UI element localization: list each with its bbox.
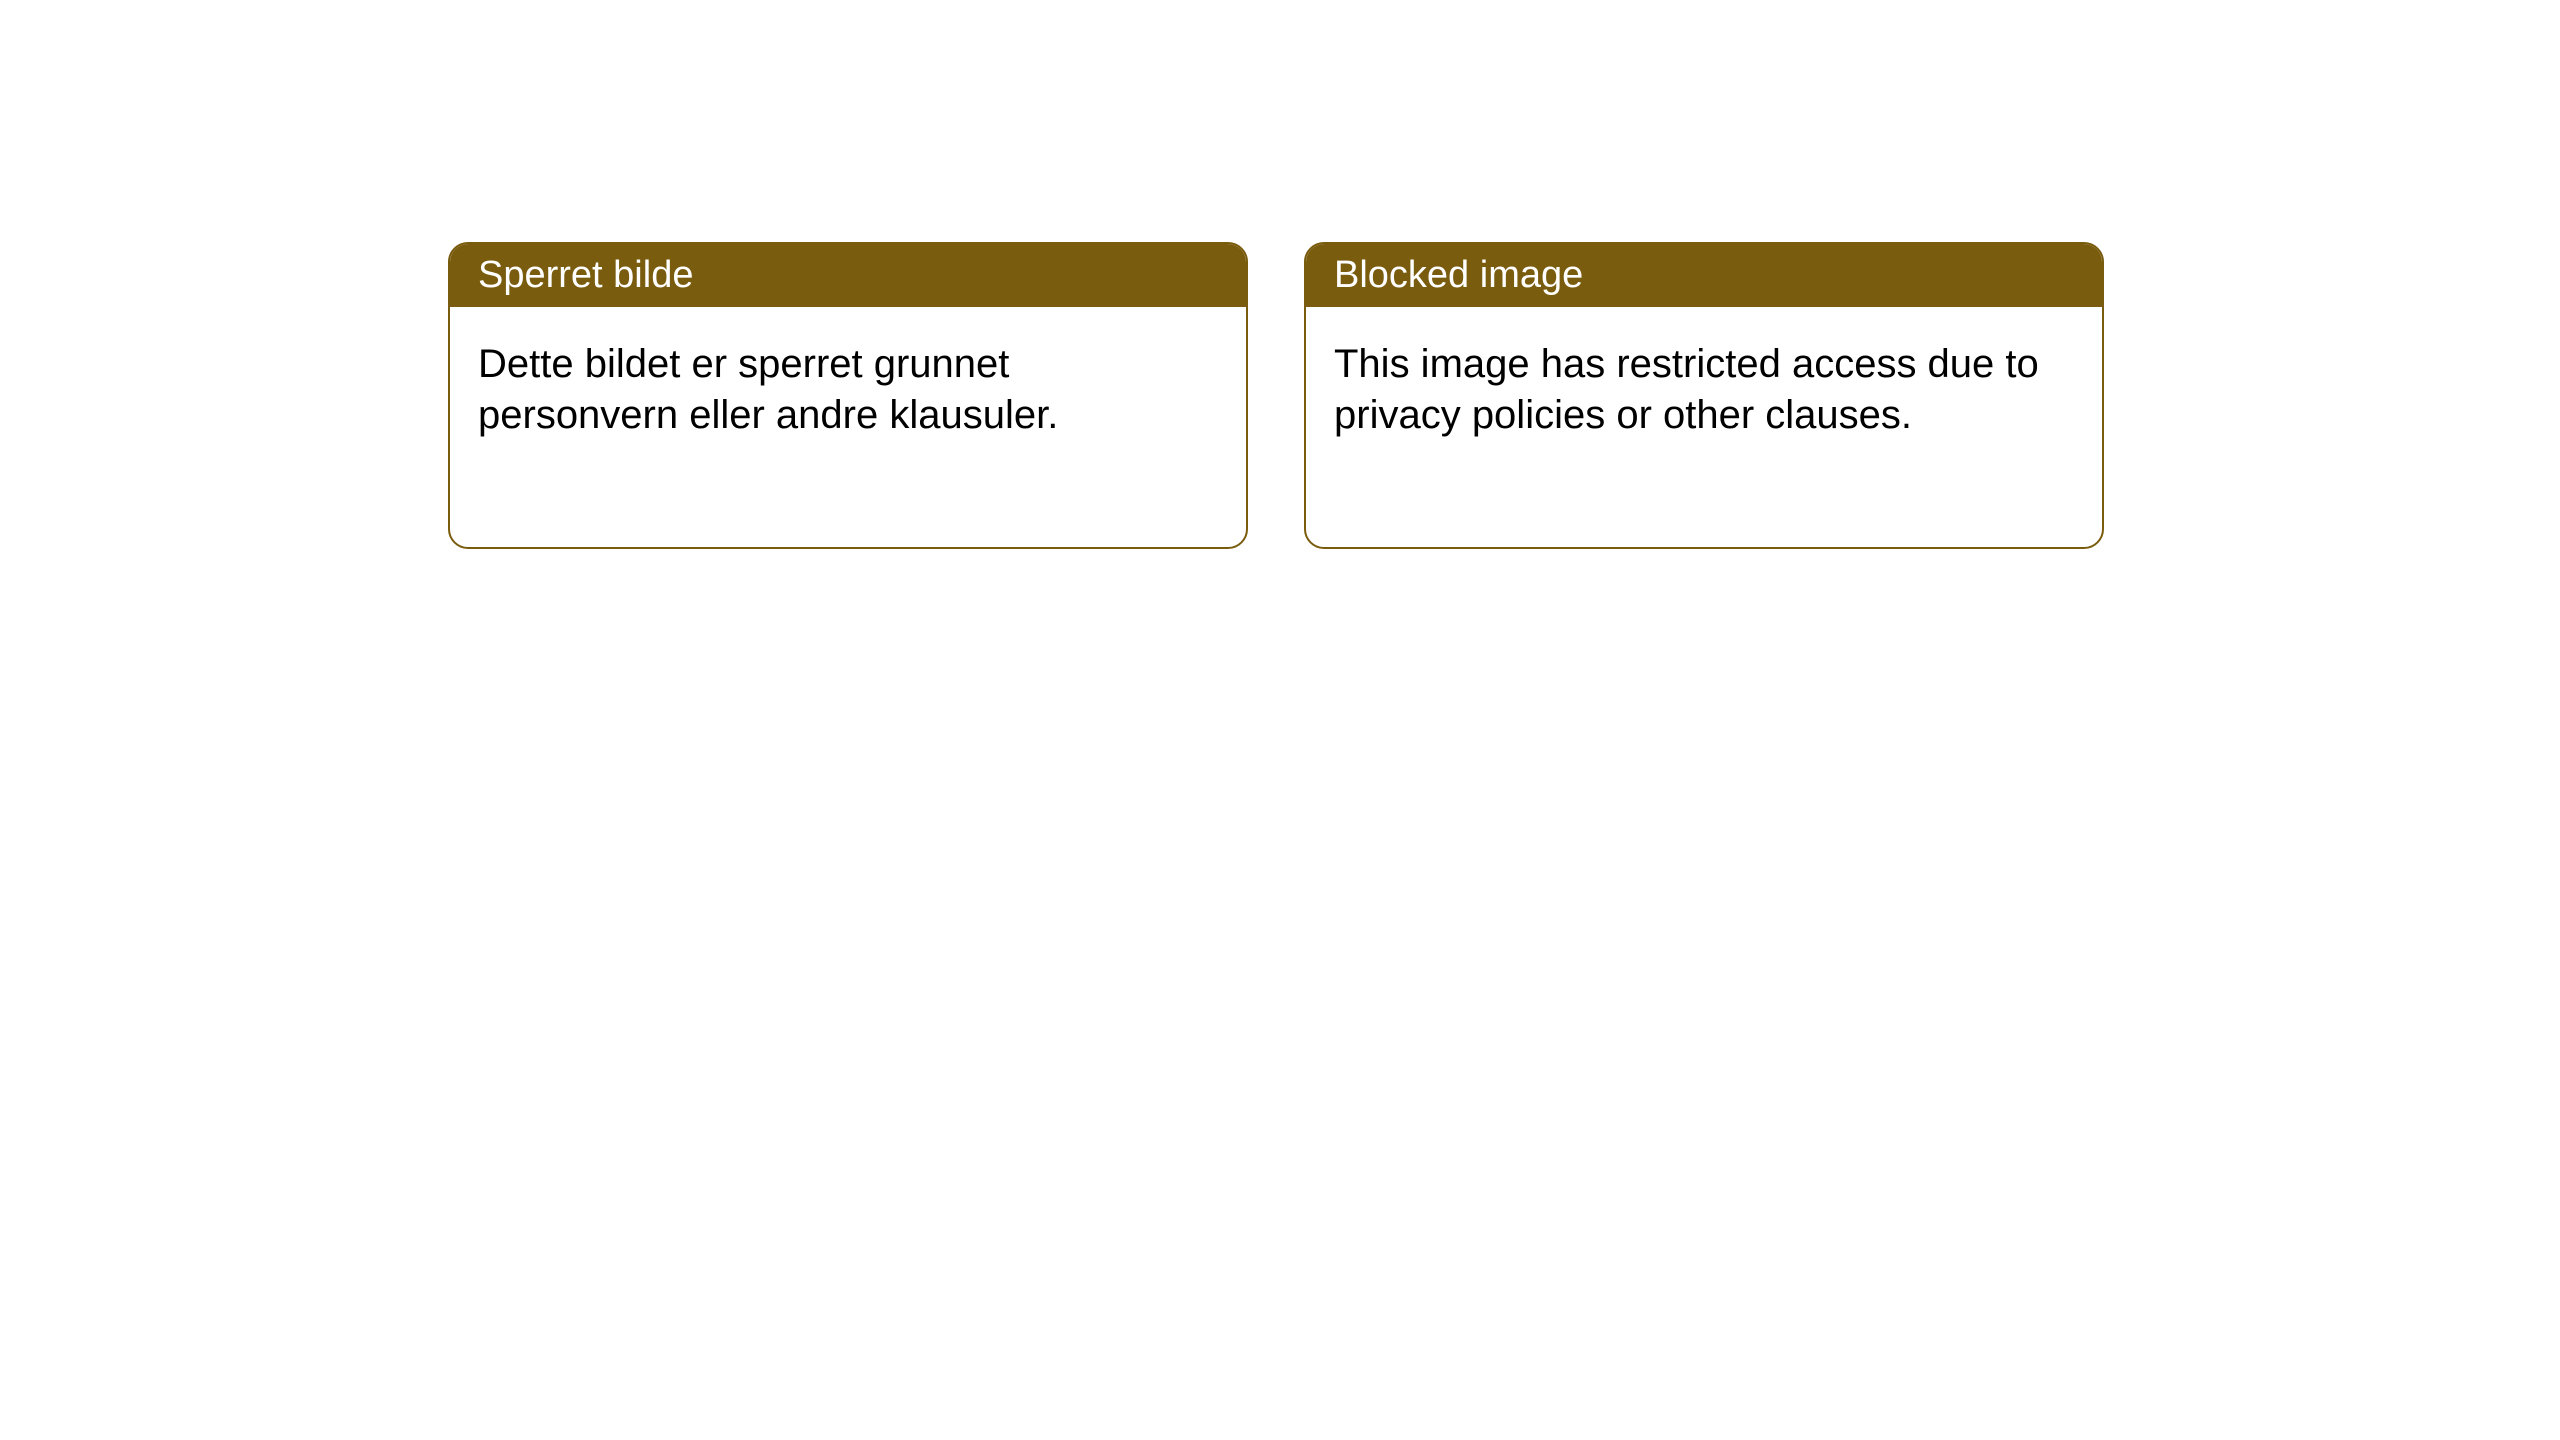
card-body-text: Dette bildet er sperret grunnet personve… [478, 342, 1058, 437]
card-body: Dette bildet er sperret grunnet personve… [450, 307, 1246, 547]
card-body: This image has restricted access due to … [1306, 307, 2102, 547]
info-card-english: Blocked image This image has restricted … [1304, 242, 2104, 549]
card-title: Blocked image [1334, 254, 1583, 296]
info-card-norwegian: Sperret bilde Dette bildet er sperret gr… [448, 242, 1248, 549]
info-cards-container: Sperret bilde Dette bildet er sperret gr… [448, 242, 2104, 549]
card-body-text: This image has restricted access due to … [1334, 342, 2039, 437]
card-header: Blocked image [1306, 244, 2102, 307]
card-header: Sperret bilde [450, 244, 1246, 307]
card-title: Sperret bilde [478, 254, 693, 296]
